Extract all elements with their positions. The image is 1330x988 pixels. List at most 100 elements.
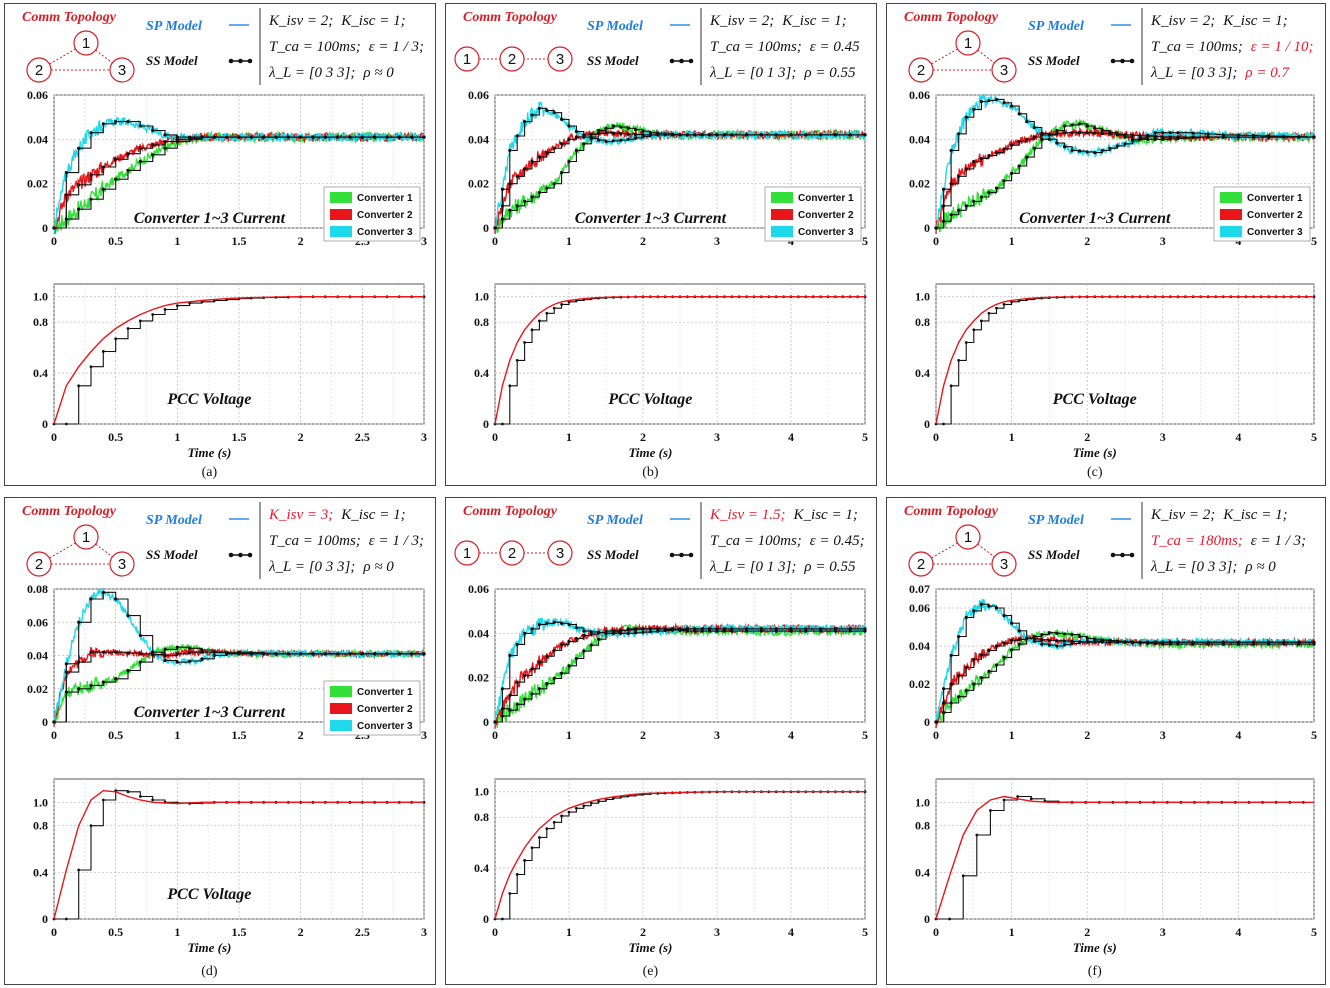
current-chart-xtick: 1 — [174, 728, 180, 742]
current-legend: Converter 1 Converter 2 Converter 3 — [764, 186, 862, 242]
ss-model-marker — [247, 552, 253, 558]
topology-node-label: 2 — [917, 62, 925, 79]
ss-model-stair — [936, 132, 1314, 229]
voltage-chart-title: PCC Voltage — [1052, 391, 1137, 408]
current-chart-xtick: 0.5 — [108, 234, 123, 248]
param-line3: λ_L = [0 3 3]; ρ ≈ 0 — [268, 65, 394, 81]
sp-voltage-trace — [53, 789, 424, 920]
voltage-chart-ytick: 1.0 — [915, 290, 930, 304]
voltage-chart-ytick: 0 — [924, 912, 930, 926]
param-line1: K_isv = 1.5; K_isc = 1; — [709, 507, 858, 523]
topology-node — [454, 540, 480, 566]
current-chart-ytick: 0.06 — [468, 582, 489, 596]
current-chart-xtick: 1 — [174, 234, 180, 248]
current-chart-xtick: 5 — [862, 234, 868, 248]
param-line3: λ_L = [0 1 3]; ρ = 0.55 — [709, 65, 856, 81]
param-term: λ_L = [0 3 3]; — [268, 559, 355, 575]
param-line1: K_isv = 2; K_isc = 1; — [1150, 13, 1288, 29]
current-chart-xtick: 1 — [1009, 728, 1015, 742]
param-term: ε = 0.45 — [810, 39, 860, 55]
topology-node-label: 3 — [556, 545, 564, 562]
legend-entry: Converter 1 — [357, 193, 413, 204]
ss-model-series-3 — [934, 602, 1316, 724]
current-chart-xtick: 1 — [1009, 234, 1015, 248]
param-term: T_ca = 100ms; — [269, 533, 361, 549]
topology-node — [454, 46, 480, 72]
topology-node — [499, 540, 525, 566]
ss-model-marker — [1129, 58, 1135, 64]
voltage-chart-xtick: 2 — [298, 430, 304, 444]
legend-swatch — [771, 209, 793, 220]
current-chart-xtick: 2 — [640, 728, 646, 742]
voltage-chart-xtick: 1.5 — [232, 925, 247, 939]
voltage-chart-xtick: 3 — [1160, 430, 1166, 444]
param-term: K_isv = 1.5; — [709, 507, 786, 523]
voltage-chart-ytick: 1.0 — [33, 290, 48, 304]
voltage-chart-ytick: 0.8 — [915, 315, 930, 329]
param-term: λ_L = [0 3 3]; — [1150, 559, 1237, 575]
voltage-chart-ytick: 0.4 — [474, 861, 489, 875]
topology-node-label: 3 — [118, 556, 126, 573]
legend-entry: Converter 2 — [357, 704, 413, 715]
current-chart-xtick: 2 — [298, 234, 304, 248]
panel-svg: Comm Topology 1 2 3 SP Model SS Model K_isv = … — [22, 8, 427, 480]
topology-node-label: 3 — [118, 62, 126, 79]
panel-label: (a) — [202, 465, 218, 480]
legend-entry: Converter 2 — [798, 210, 854, 221]
voltage-chart-xtick: 0 — [51, 430, 57, 444]
current-chart-xtick: 2 — [1084, 728, 1090, 742]
sp-model-label: SP Model — [146, 19, 202, 34]
voltage-chart-xtick: 5 — [862, 430, 868, 444]
current-chart-xtick: 2 — [1084, 234, 1090, 248]
current-chart-title: Converter 1~3 Current — [134, 704, 286, 721]
param-line2: T_ca = 100ms; ε = 1 / 10; — [1151, 39, 1314, 55]
legend-swatch — [330, 720, 352, 731]
voltage-chart-xtick: 2 — [1084, 430, 1090, 444]
topology-node-label: 2 — [508, 51, 516, 68]
current-legend: Converter 1 Converter 2 Converter 3 — [323, 186, 421, 242]
voltage-chart-ytick: 0 — [42, 417, 48, 431]
ss-model-series-3 — [934, 97, 1316, 230]
current-chart-xtick: 0 — [492, 234, 498, 248]
param-line2: T_ca = 100ms; ε = 0.45; — [710, 533, 865, 549]
ss-model-series-3 — [52, 590, 426, 724]
x-axis-label: Time (s) — [628, 445, 672, 460]
voltage-chart-xtick: 1 — [174, 925, 180, 939]
voltage-chart-ytick: 0.4 — [33, 865, 48, 879]
ss-model-label: SS Model — [1028, 547, 1080, 562]
voltage-chart-ytick: 0.4 — [33, 366, 48, 380]
legend-entry: Converter 1 — [1247, 193, 1303, 204]
param-term: K_isc = 1; — [793, 507, 858, 523]
ss-model-stair — [54, 591, 424, 723]
current-chart-ytick: 0.06 — [909, 601, 930, 615]
current-chart-xtick: 3 — [421, 234, 427, 248]
legend-entry: Converter 3 — [357, 227, 413, 238]
voltage-chart-xtick: 1 — [174, 430, 180, 444]
topology-diagram: 1 2 3 — [454, 540, 573, 566]
current-chart-xtick: 5 — [862, 728, 868, 742]
current-legend: Converter 1 Converter 2 Converter 3 — [323, 680, 421, 736]
legend-swatch — [330, 192, 352, 203]
param-term: ε = 1 / 10; — [1251, 39, 1314, 55]
current-chart-ytick: 0.04 — [468, 132, 489, 146]
ss-model-marker — [1110, 552, 1116, 558]
topology-node-label: 2 — [35, 556, 43, 573]
param-term: ρ ≈ 0 — [1244, 559, 1276, 575]
panel-c: Comm Topology 1 2 3 SP Model SS Model K_isv = … — [886, 3, 1326, 486]
voltage-chart-xtick: 5 — [1311, 925, 1317, 939]
sp-voltage-trace — [935, 296, 1314, 425]
param-term: T_ca = 100ms; — [710, 39, 802, 55]
param-term: ρ ≈ 0 — [362, 559, 394, 575]
voltage-chart-xtick: 3 — [714, 430, 720, 444]
current-chart-ytick: 0.02 — [909, 177, 930, 191]
comm-topology-label: Comm Topology — [22, 10, 117, 25]
topology-node — [991, 57, 1017, 83]
topology-node-label: 1 — [82, 35, 90, 52]
current-chart-xtick: 2 — [298, 728, 304, 742]
current-chart-xtick: 0 — [492, 728, 498, 742]
panel-label: (e) — [643, 964, 659, 979]
ss-model-stair — [936, 98, 1315, 229]
current-chart-xtick: 3 — [714, 728, 720, 742]
voltage-chart-ytick: 0 — [483, 912, 489, 926]
param-term: K_isv = 2; — [709, 13, 774, 29]
